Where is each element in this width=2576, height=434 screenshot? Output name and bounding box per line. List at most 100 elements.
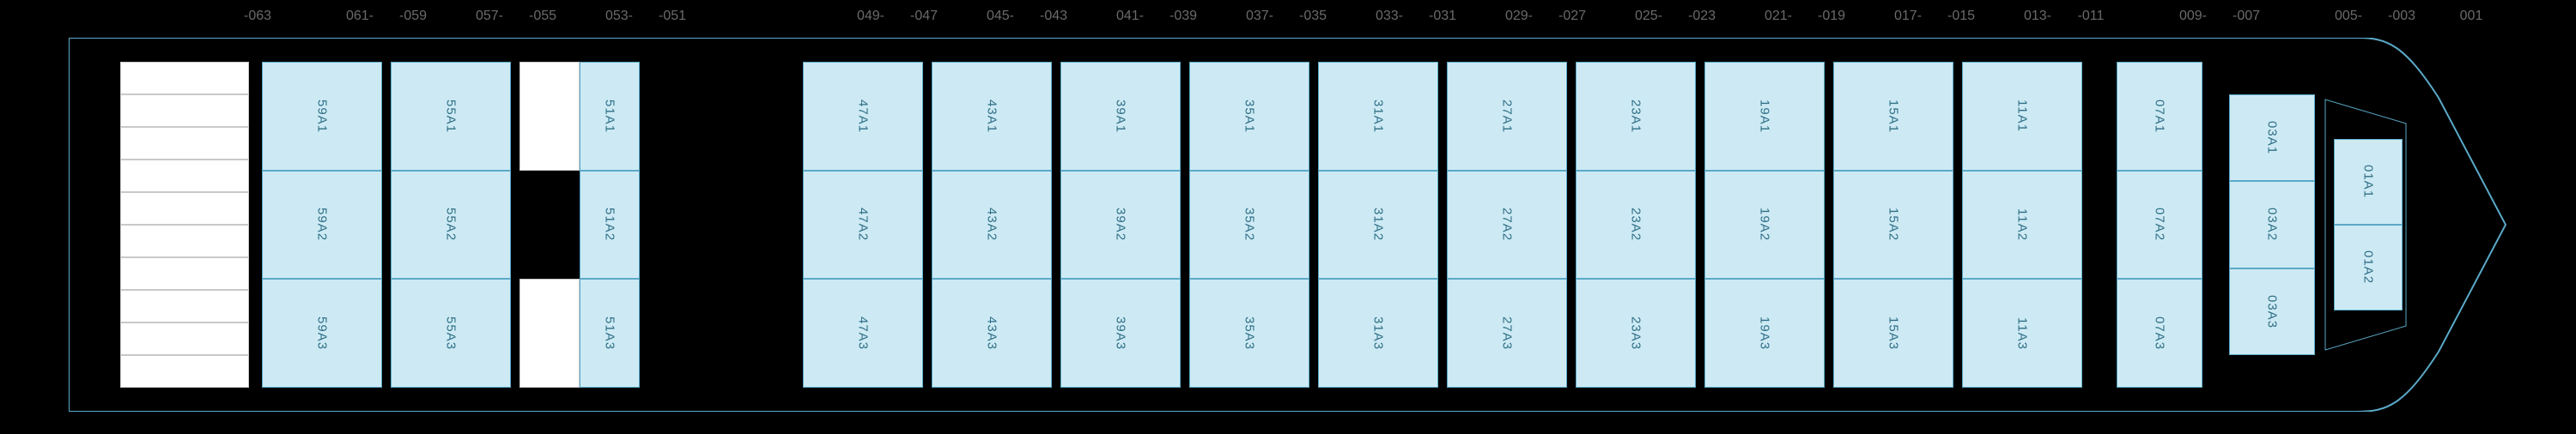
frame-label: -063 [244, 9, 271, 24]
cargo-slot[interactable]: 59A3 [262, 279, 382, 388]
cargo-slot[interactable]: 35A1 [1189, 62, 1309, 171]
slot-label: 15A1 [1886, 99, 1901, 133]
cargo-slot[interactable]: 19A3 [1704, 279, 1825, 388]
slot-label: 55A3 [444, 316, 459, 350]
cargo-slot[interactable]: 19A1 [1704, 62, 1825, 171]
cargo-slot[interactable]: 51A1 [580, 62, 640, 171]
bay-empty [120, 62, 249, 388]
slot-label: 19A2 [1758, 208, 1772, 241]
cargo-slot[interactable]: 51A2 [580, 171, 640, 280]
frame-label: 013- [2024, 9, 2051, 24]
bay-col: 47A1 47A2 47A3 [803, 62, 923, 388]
cargo-slot[interactable]: 39A3 [1060, 279, 1181, 388]
bay-43: 43A143A2 43A3 [932, 62, 1052, 388]
cargo-slot[interactable]: 31A3 [1318, 279, 1438, 388]
slot-label: 47A2 [856, 208, 871, 241]
empty-slot [120, 290, 249, 322]
bay-col: 31A1 31A231A3 [1318, 62, 1438, 388]
frame-label: 001 [2460, 9, 2483, 24]
frame-label: -015 [1947, 9, 1975, 24]
cargo-slot[interactable]: 19A2 [1704, 171, 1825, 280]
bay-col: 23A123A2 23A3 [1576, 62, 1696, 388]
cargo-slot[interactable]: 47A3 [803, 279, 923, 388]
bay-col: 07A1 07A2 07A3 [2117, 62, 2202, 388]
cargo-slot[interactable]: 23A3 [1576, 279, 1696, 388]
slot-label: 11A3 [2015, 317, 2030, 350]
cargo-slot[interactable]: 47A1 [803, 62, 923, 171]
bay-col: 19A1 19A2 19A3 [1704, 62, 1825, 388]
frame-label: 053- [605, 9, 633, 24]
slot-label: 35A2 [1242, 208, 1257, 241]
slot-label: 43A3 [985, 316, 999, 350]
cargo-slot[interactable]: 07A2 [2117, 171, 2202, 280]
bay-15: 15A1 15A215A3 [1833, 62, 1953, 388]
slot-label: 03A1 [2265, 121, 2280, 154]
cargo-slot[interactable]: 03A3 [2229, 268, 2315, 355]
empty-slot [120, 127, 249, 160]
slot-label: 51A2 [603, 208, 617, 241]
slot-label: 27A1 [1500, 99, 1515, 133]
cargo-slot[interactable]: 01A1 [2334, 139, 2403, 225]
cargo-slot[interactable]: 35A2 [1189, 171, 1309, 280]
slot-label: 59A3 [315, 316, 330, 350]
slot-label: 01A1 [2361, 165, 2376, 198]
cargo-slot[interactable]: 11A1 [1962, 62, 2082, 171]
cargo-slot[interactable]: 01A2 [2334, 225, 2403, 310]
empty-slot [120, 225, 249, 257]
cargo-slot[interactable]: 59A2 [262, 171, 382, 280]
cargo-slot[interactable]: 27A1 [1447, 62, 1567, 171]
cargo-slot[interactable]: 43A3 [932, 279, 1052, 388]
bay-col: 55A1 55A2 55A3 [391, 62, 511, 388]
cargo-slot[interactable]: 27A2 [1447, 171, 1567, 280]
bay-35: 35A1 35A2 35A3 [1189, 62, 1309, 388]
cargo-slot[interactable]: 55A1 [391, 62, 511, 171]
cargo-slot[interactable]: 15A3 [1833, 279, 1953, 388]
bay-col: 43A143A2 43A3 [932, 62, 1052, 388]
cargo-slot[interactable]: 07A3 [2117, 279, 2202, 388]
cargo-slot[interactable]: 23A2 [1576, 171, 1696, 280]
cargo-slot[interactable]: 07A1 [2117, 62, 2202, 171]
cargo-slot[interactable]: 35A3 [1189, 279, 1309, 388]
frame-label: 041- [1116, 9, 1144, 24]
cargo-slot[interactable]: 27A3 [1447, 279, 1567, 388]
cargo-slot[interactable]: 31A2 [1318, 171, 1438, 280]
cargo-slot[interactable]: 11A3 [1962, 279, 2082, 388]
cargo-slot[interactable]: 39A1 [1060, 62, 1181, 171]
frame-label: -007 [2233, 9, 2260, 24]
frame-label: 005- [2335, 9, 2362, 24]
cargo-slot[interactable]: 51A3 [580, 279, 640, 388]
slot-label: 55A2 [444, 208, 459, 241]
slot-label: 31A1 [1371, 99, 1386, 133]
cargo-slot[interactable]: 55A2 [391, 171, 511, 280]
cargo-slot[interactable]: 31A1 [1318, 62, 1438, 171]
cargo-slot[interactable]: 43A1 [932, 62, 1052, 171]
cargo-slot[interactable]: 55A3 [391, 279, 511, 388]
cargo-slot[interactable]: 43A2 [932, 171, 1052, 280]
slot-label: 55A1 [444, 99, 459, 133]
cargo-slot[interactable]: 11A2 [1962, 171, 2082, 280]
slot-label: 07A2 [2153, 208, 2167, 241]
frame-label: 021- [1765, 9, 1792, 24]
bay-col: 15A1 15A215A3 [1833, 62, 1953, 388]
cargo-slot[interactable]: 39A2 [1060, 171, 1181, 280]
frame-label: 061- [346, 9, 374, 24]
bay-07: 07A1 07A2 07A3 [2117, 62, 2202, 388]
frame-label: 037- [1246, 9, 1273, 24]
slot-label: 51A1 [603, 99, 617, 133]
cargo-slot[interactable]: 15A2 [1833, 171, 1953, 280]
slot-label: 27A3 [1500, 316, 1515, 350]
bay-23: 23A123A2 23A3 [1576, 62, 1696, 388]
frame-label: -043 [1040, 9, 1067, 24]
slot-label: 27A2 [1500, 208, 1515, 241]
cargo-slot[interactable]: 15A1 [1833, 62, 1953, 171]
slot-label: 39A2 [1114, 208, 1128, 241]
cargo-slot[interactable]: 23A1 [1576, 62, 1696, 171]
bay-col: 11A111A2 11A3 [1962, 62, 2082, 388]
cargo-slot[interactable]: 03A2 [2229, 181, 2315, 268]
slot-label: 23A3 [1629, 316, 1643, 350]
cargo-slot[interactable]: 47A2 [803, 171, 923, 280]
cargo-slot[interactable]: 03A1 [2229, 94, 2315, 181]
cargo-slot[interactable]: 59A1 [262, 62, 382, 171]
slot-label: 39A3 [1114, 316, 1128, 350]
frame-label: 057- [476, 9, 503, 24]
